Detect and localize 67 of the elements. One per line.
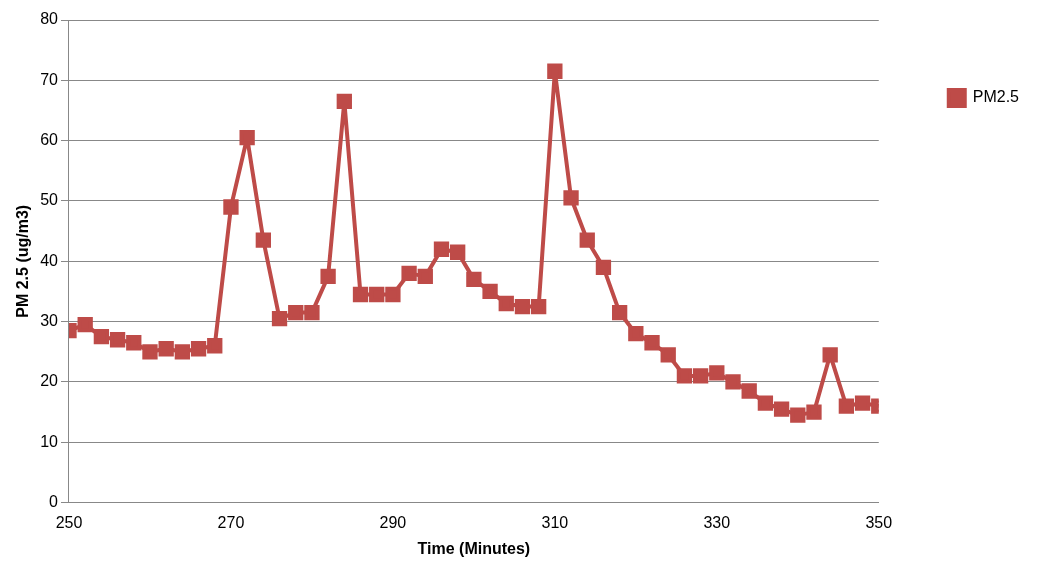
point [822, 347, 838, 363]
y-tick-label: 60 [40, 131, 59, 149]
legend-label: PM2.5 [972, 88, 1020, 106]
point [806, 404, 822, 420]
x-axis-title: Time (Minutes) [417, 539, 531, 557]
point [563, 190, 579, 206]
point [109, 332, 126, 348]
point [514, 298, 531, 315]
y-tick-label: 40 [40, 251, 59, 269]
point [239, 129, 255, 146]
y-tick-label: 0 [49, 493, 59, 511]
point [207, 338, 223, 354]
y-tick-label: 50 [40, 191, 59, 209]
point [93, 329, 110, 345]
point [385, 286, 401, 303]
point [255, 232, 271, 248]
y-axis-title: PM 2.5 (ug/m3) [14, 204, 32, 318]
point [466, 271, 482, 288]
point [142, 344, 158, 360]
point [547, 63, 563, 79]
point [531, 298, 547, 315]
point [352, 286, 369, 303]
point [482, 283, 498, 300]
point [369, 286, 385, 303]
x-tick-label: 310 [541, 513, 569, 531]
y-tick-label: 30 [40, 312, 59, 330]
point [676, 368, 693, 384]
point [709, 365, 725, 381]
point [401, 265, 417, 282]
point [660, 347, 676, 363]
point [611, 304, 628, 321]
point [336, 93, 352, 110]
point [773, 401, 790, 417]
point [288, 304, 304, 321]
x-tick-label: 330 [703, 513, 731, 531]
point [223, 199, 239, 215]
x-tick-label: 290 [379, 513, 407, 531]
point [77, 316, 93, 333]
y-tick-label: 80 [40, 10, 59, 28]
point [126, 335, 142, 351]
point [450, 244, 466, 260]
point [741, 383, 757, 399]
point [838, 398, 855, 414]
point [320, 268, 336, 285]
x-tick-label: 270 [217, 513, 245, 531]
point [433, 241, 450, 257]
point [158, 341, 174, 357]
point [190, 341, 207, 357]
point [692, 368, 709, 384]
x-tick-label: 350 [865, 513, 893, 531]
point [725, 374, 741, 390]
point [757, 395, 774, 411]
point [628, 326, 644, 342]
point [579, 232, 595, 248]
y-tick-label: 20 [40, 372, 59, 390]
point [790, 407, 806, 423]
point [498, 295, 514, 312]
point [304, 304, 320, 321]
point [174, 344, 191, 360]
y-tick-label: 10 [40, 432, 59, 450]
point [644, 335, 660, 351]
y-tick-label: 70 [40, 70, 59, 88]
point [595, 259, 612, 275]
point [854, 395, 871, 411]
point [271, 310, 288, 327]
x-tick-label: 250 [55, 513, 83, 531]
point [417, 268, 433, 285]
